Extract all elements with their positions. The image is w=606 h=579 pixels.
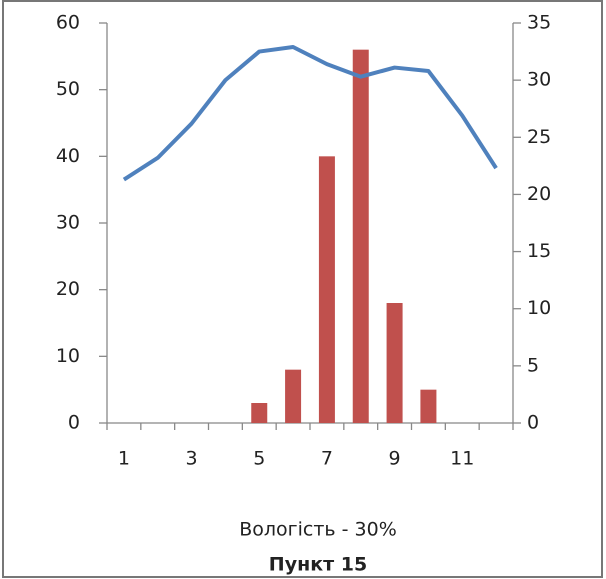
- bar: [386, 303, 403, 423]
- y-tick-label: 20: [56, 278, 80, 300]
- bar: [251, 403, 268, 423]
- y2-tick-label: 20: [527, 183, 551, 205]
- x-tick-label: 7: [321, 448, 333, 470]
- y2-tick-label: 30: [527, 69, 551, 91]
- y2-tick-label: 10: [527, 297, 551, 319]
- y2-tick-label: 5: [527, 354, 539, 376]
- bar: [352, 49, 369, 424]
- y-tick-label: 50: [56, 78, 80, 100]
- bar: [318, 156, 335, 424]
- chart-title: Пункт 15: [269, 554, 367, 576]
- y-tick-label: 10: [56, 345, 80, 367]
- y-tick-label: 60: [56, 12, 80, 34]
- y-tick-label: 30: [56, 212, 80, 234]
- x-tick-label: 3: [186, 448, 198, 470]
- x-tick-label: 5: [253, 448, 265, 470]
- bar: [285, 369, 302, 423]
- y2-tick-label: 15: [527, 240, 551, 262]
- x-tick-label: 9: [389, 448, 401, 470]
- y-tick-label: 40: [56, 145, 80, 167]
- line: [122, 45, 498, 182]
- x-tick-label: 11: [450, 448, 474, 470]
- x-axis-title: Вологість - 30%: [239, 519, 397, 541]
- y2-tick-label: 35: [527, 12, 551, 34]
- x-tick-label: 1: [118, 448, 130, 470]
- y-tick-label: 0: [68, 412, 80, 434]
- bar: [420, 389, 437, 423]
- y2-tick-label: 0: [527, 412, 539, 434]
- y2-tick-label: 25: [527, 126, 551, 148]
